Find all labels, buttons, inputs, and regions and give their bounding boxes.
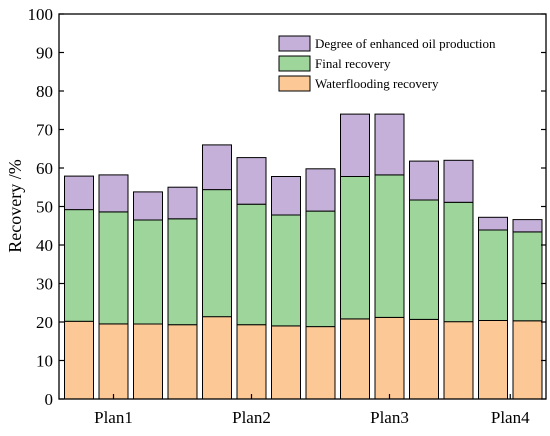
y-tick-label: 20 xyxy=(36,313,53,332)
legend-label: Final recovery xyxy=(315,56,391,71)
bar-segment-3-bar-1 xyxy=(64,175,94,211)
bar-segment-1-bar-6 xyxy=(236,324,267,400)
bar-segment-3-bar-7 xyxy=(271,176,301,216)
y-tick-label: 80 xyxy=(36,82,53,101)
bar-segment-3-bar-11 xyxy=(409,160,439,201)
bar-segment-2-bar-8 xyxy=(305,210,336,328)
y-tick-label: 60 xyxy=(36,159,53,178)
legend-swatch xyxy=(278,75,311,92)
legend-swatch xyxy=(278,55,311,72)
bar-segment-1-bar-2 xyxy=(98,323,129,400)
bar-segment-3-bar-9 xyxy=(340,113,370,177)
bar-segment-2-bar-1 xyxy=(64,209,94,322)
bar-segment-3-bar-12 xyxy=(443,159,474,203)
bar-segment-3-bar-3 xyxy=(133,191,163,221)
bar-segment-1-bar-14 xyxy=(512,320,543,400)
bar-segment-3-bar-5 xyxy=(202,144,232,191)
bar-segment-1-bar-10 xyxy=(374,316,405,400)
bar-segment-3-bar-10 xyxy=(374,113,405,176)
bar-segment-2-bar-14 xyxy=(512,231,543,322)
bar-segment-3-bar-13 xyxy=(478,216,508,231)
bar-segment-2-bar-2 xyxy=(98,211,129,325)
bar-segment-2-bar-6 xyxy=(236,203,267,326)
legend-label: Waterflooding recovery xyxy=(315,76,439,91)
bar-segment-1-bar-11 xyxy=(409,318,439,400)
bar-segment-3-bar-8 xyxy=(305,168,336,212)
axis-layer: 0 10 20 30 40 50 60 70 80 90 100 Plan1 Plan2 Plan3 Pla… xyxy=(28,5,546,427)
bars-layer xyxy=(64,113,543,400)
y-tick-label: 70 xyxy=(36,121,53,140)
bar-segment-1-bar-3 xyxy=(133,323,163,400)
bar-segment-3-bar-6 xyxy=(236,157,267,205)
x-category-label: Plan3 xyxy=(370,408,409,427)
bar-segment-2-bar-4 xyxy=(167,218,198,326)
y-tick-label: 100 xyxy=(28,5,54,24)
y-tick-label: 10 xyxy=(36,352,53,371)
bar-segment-1-bar-4 xyxy=(167,324,198,400)
bar-segment-1-bar-8 xyxy=(305,326,336,400)
x-category-label: Plan2 xyxy=(232,408,271,427)
bar-segment-1-bar-5 xyxy=(202,316,232,400)
x-category-label: Plan1 xyxy=(94,408,133,427)
bar-segment-2-bar-13 xyxy=(478,229,508,321)
bar-segment-1-bar-13 xyxy=(478,320,508,400)
bar-segment-2-bar-10 xyxy=(374,174,405,318)
legend-label: Degree of enhanced oil production xyxy=(315,36,496,51)
bar-segment-2-bar-3 xyxy=(133,219,163,325)
y-tick-label: 40 xyxy=(36,236,53,255)
bar-segment-2-bar-5 xyxy=(202,189,232,318)
bar-segment-3-bar-4 xyxy=(167,186,198,220)
y-tick-label: 90 xyxy=(36,44,53,63)
bar-segment-2-bar-9 xyxy=(340,176,370,320)
y-tick-label: 0 xyxy=(45,390,54,409)
bar-segment-2-bar-12 xyxy=(443,201,474,323)
y-axis-title: Recovery /% xyxy=(5,159,25,252)
bar-segment-1-bar-12 xyxy=(443,321,474,400)
y-tick-label: 50 xyxy=(36,198,53,217)
bar-segment-1-bar-1 xyxy=(64,320,94,400)
bar-segment-3-bar-14 xyxy=(512,219,543,233)
bar-segment-1-bar-7 xyxy=(271,325,301,400)
x-category-label: Plan4 xyxy=(491,408,530,427)
bar-segment-1-bar-9 xyxy=(340,318,370,400)
y-tick-label: 30 xyxy=(36,275,53,294)
bar-segment-2-bar-7 xyxy=(271,214,301,327)
legend-swatch xyxy=(278,35,311,52)
bar-segment-3-bar-2 xyxy=(98,174,129,213)
legend: Degree of enhanced oil production Final r… xyxy=(278,35,496,92)
bar-segment-2-bar-11 xyxy=(409,199,439,320)
